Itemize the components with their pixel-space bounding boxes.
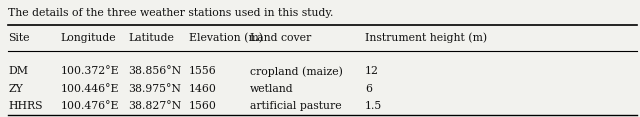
Text: 1.5: 1.5: [365, 101, 382, 111]
Text: artificial pasture: artificial pasture: [250, 101, 341, 111]
Text: 38.856°N: 38.856°N: [128, 66, 181, 76]
Text: wetland: wetland: [250, 84, 293, 94]
Text: DM: DM: [8, 66, 28, 76]
Text: Site: Site: [8, 33, 30, 43]
Text: 6: 6: [365, 84, 372, 94]
Text: 1460: 1460: [189, 84, 217, 94]
Text: 100.476°E: 100.476°E: [61, 101, 119, 111]
Text: 38.975°N: 38.975°N: [128, 84, 181, 94]
Text: Elevation (m): Elevation (m): [189, 33, 263, 43]
Text: 12: 12: [365, 66, 379, 76]
Text: cropland (maize): cropland (maize): [250, 66, 342, 77]
Text: Latitude: Latitude: [128, 33, 174, 43]
Text: ZY: ZY: [8, 84, 23, 94]
Text: 100.372°E: 100.372°E: [61, 66, 120, 76]
Text: 1560: 1560: [189, 101, 217, 111]
Text: 1556: 1556: [189, 66, 216, 76]
Text: Land cover: Land cover: [250, 33, 311, 43]
Text: 100.446°E: 100.446°E: [61, 84, 119, 94]
Text: HHRS: HHRS: [8, 101, 43, 111]
Text: Longitude: Longitude: [61, 33, 116, 43]
Text: Instrument height (m): Instrument height (m): [365, 33, 487, 43]
Text: The details of the three weather stations used in this study.: The details of the three weather station…: [8, 8, 333, 18]
Text: 38.827°N: 38.827°N: [128, 101, 181, 111]
